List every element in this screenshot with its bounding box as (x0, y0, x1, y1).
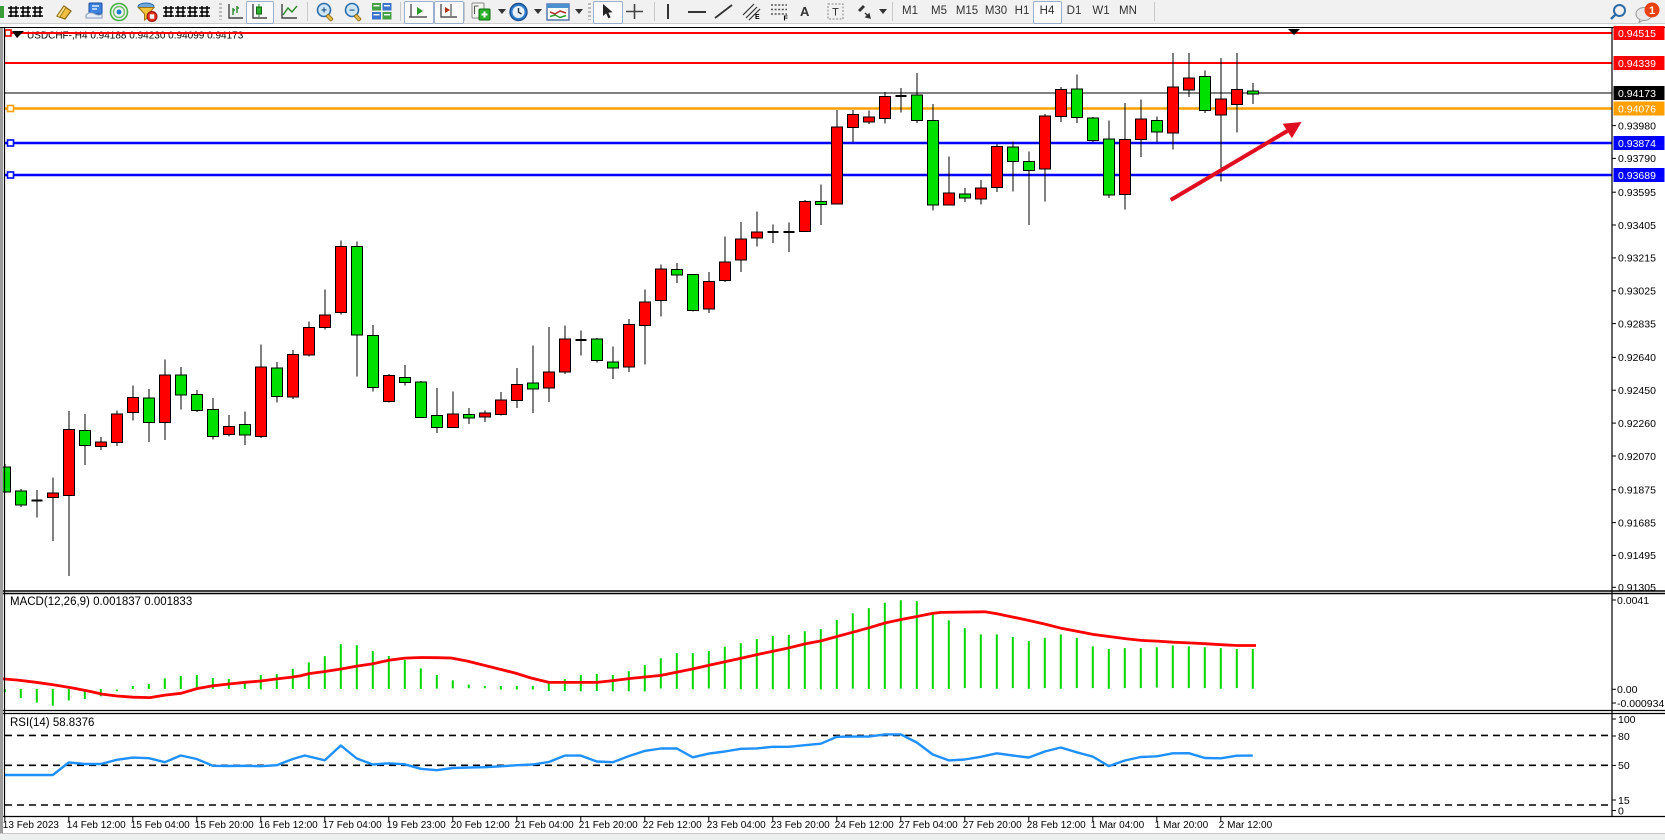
svg-text:23 Feb 20:00: 23 Feb 20:00 (771, 820, 830, 831)
svg-text:15 Feb 04:00: 15 Feb 04:00 (131, 820, 190, 831)
svg-text:0.94076: 0.94076 (1618, 103, 1656, 115)
svg-text:28 Feb 12:00: 28 Feb 12:00 (1027, 820, 1086, 831)
svg-text:0.94339: 0.94339 (1618, 58, 1656, 70)
svg-text:−: − (349, 6, 355, 17)
svg-text:0.93025: 0.93025 (1618, 286, 1656, 298)
svg-text:1 Mar 04:00: 1 Mar 04:00 (1091, 820, 1145, 831)
svg-text:+: + (321, 6, 327, 17)
svg-text:24 Feb 12:00: 24 Feb 12:00 (835, 820, 894, 831)
svg-text:17 Feb 04:00: 17 Feb 04:00 (323, 820, 382, 831)
svg-text:27 Feb 04:00: 27 Feb 04:00 (899, 820, 958, 831)
svg-text:1 Mar 20:00: 1 Mar 20:00 (1155, 820, 1209, 831)
svg-text:USDCHF-,H4 0.94188 0.94230 0.: USDCHF-,H4 0.94188 0.94230 0.94099 0.941… (27, 31, 244, 42)
svg-text:E: E (755, 14, 760, 21)
svg-text:0.92835: 0.92835 (1618, 318, 1656, 330)
svg-text:0.94515: 0.94515 (1618, 28, 1656, 40)
svg-text:13 Feb 2023: 13 Feb 2023 (3, 820, 60, 831)
svg-text:21 Feb 20:00: 21 Feb 20:00 (579, 820, 638, 831)
svg-text:0.91495: 0.91495 (1618, 550, 1656, 562)
svg-text:50: 50 (1618, 760, 1630, 772)
svg-text:F: F (784, 16, 789, 22)
svg-text:0.0041: 0.0041 (1617, 595, 1649, 607)
svg-text:0.92260: 0.92260 (1618, 418, 1656, 430)
svg-text:MACD(12,26,9) 0.001837 0.00183: MACD(12,26,9) 0.001837 0.001833 (10, 596, 192, 608)
svg-text:0.93595: 0.93595 (1618, 187, 1656, 199)
svg-text:21 Feb 04:00: 21 Feb 04:00 (515, 820, 574, 831)
svg-text:0.91875: 0.91875 (1618, 485, 1656, 497)
svg-text:0.92070: 0.92070 (1618, 451, 1656, 463)
svg-text:0.00: 0.00 (1617, 684, 1638, 696)
svg-text:0.93980: 0.93980 (1618, 120, 1656, 132)
svg-text:22 Feb 12:00: 22 Feb 12:00 (643, 820, 702, 831)
svg-text:0.93215: 0.93215 (1618, 253, 1656, 265)
svg-text:0.93874: 0.93874 (1618, 138, 1656, 150)
svg-text:-0.000934: -0.000934 (1617, 698, 1664, 710)
svg-text:0.93790: 0.93790 (1618, 153, 1656, 165)
svg-text:0.93689: 0.93689 (1618, 170, 1656, 182)
svg-text:0: 0 (1618, 805, 1624, 817)
svg-text:80: 80 (1618, 731, 1630, 743)
svg-text:0.91685: 0.91685 (1618, 517, 1656, 529)
svg-text:0.92450: 0.92450 (1618, 385, 1656, 397)
svg-text:0.91305: 0.91305 (1618, 582, 1656, 594)
svg-text:15 Feb 20:00: 15 Feb 20:00 (195, 820, 254, 831)
svg-text:14 Feb 12:00: 14 Feb 12:00 (67, 820, 126, 831)
svg-text:27 Feb 20:00: 27 Feb 20:00 (963, 820, 1022, 831)
svg-text:2 Mar 12:00: 2 Mar 12:00 (1219, 820, 1273, 831)
svg-text:T: T (832, 7, 839, 19)
svg-text:0.92640: 0.92640 (1618, 352, 1656, 364)
svg-text:100: 100 (1618, 714, 1636, 726)
svg-text:RSI(14) 58.8376: RSI(14) 58.8376 (10, 717, 94, 729)
svg-text:15: 15 (1618, 795, 1630, 807)
svg-text:19 Feb 23:00: 19 Feb 23:00 (387, 820, 446, 831)
svg-text:16 Feb 12:00: 16 Feb 12:00 (259, 820, 318, 831)
svg-text:20 Feb 12:00: 20 Feb 12:00 (451, 820, 510, 831)
svg-text:1: 1 (1649, 5, 1655, 17)
svg-text:23 Feb 04:00: 23 Feb 04:00 (707, 820, 766, 831)
svg-text:0.94173: 0.94173 (1618, 88, 1656, 100)
svg-text:0.93405: 0.93405 (1618, 220, 1656, 232)
